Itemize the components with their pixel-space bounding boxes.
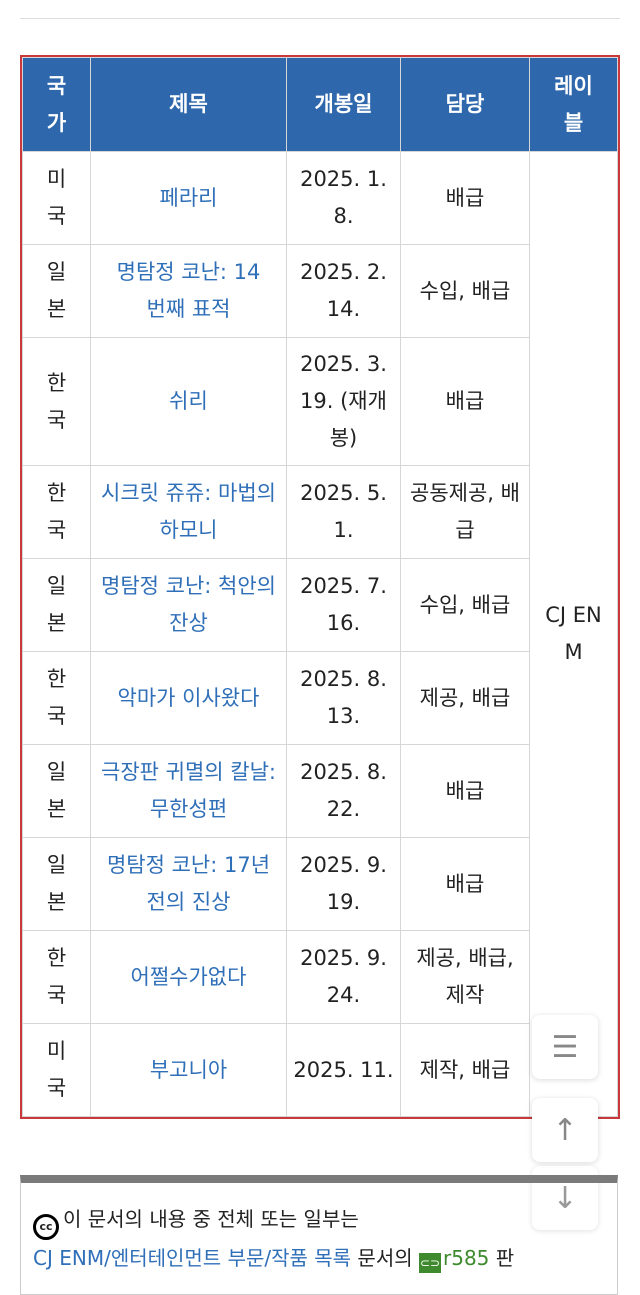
source-document-link[interactable]: CJ ENM/엔터테인먼트 부문/작품 목록 — [33, 1246, 352, 1270]
header-role: 담당 — [400, 57, 530, 152]
title-link[interactable]: 명탐정 코난: 14 번째 표적 — [116, 260, 261, 321]
scroll-up-button[interactable]: ↑ — [532, 1098, 598, 1162]
title-cell: 명탐정 코난: 척안의 잔상 — [90, 558, 287, 652]
title-link[interactable]: 시크릿 쥬쥬: 마법의 하모니 — [101, 481, 276, 542]
header-country: 국가 — [22, 57, 91, 152]
country-cell: 한국 — [22, 651, 91, 745]
date-cell: 2025. 5. 1. — [286, 465, 401, 559]
title-link[interactable]: 부고니아 — [149, 1057, 228, 1082]
title-cell: 시크릿 쥬쥬: 마법의 하모니 — [90, 465, 287, 559]
role-cell: 배급 — [400, 337, 530, 466]
role-cell: 배급 — [400, 151, 530, 245]
date-cell: 2025. 8. 13. — [286, 651, 401, 745]
header-date: 개봉일 — [286, 57, 401, 152]
title-link[interactable]: 쉬리 — [169, 389, 208, 413]
toc-button[interactable]: ☰ — [532, 1015, 598, 1079]
date-cell: 2025. 9. 19. — [286, 837, 401, 931]
table-row: 일본 명탐정 코난: 14 번째 표적 2025. 2. 14. 수입, 배급 — [22, 244, 618, 338]
arrow-down-icon: ↓ — [552, 1180, 578, 1216]
table-row: 일본 명탐정 코난: 척안의 잔상 2025. 7. 16. 수입, 배급 — [22, 558, 618, 652]
title-cell: 극장판 귀멸의 칼날: 무한성편 — [90, 744, 287, 838]
arrow-up-icon: ↑ — [552, 1112, 578, 1148]
role-cell: 제작, 배급 — [400, 1023, 530, 1117]
country-cell: 한국 — [22, 930, 91, 1024]
country-cell: 한국 — [22, 337, 91, 466]
title-cell: 어쩔수가없다 — [90, 930, 287, 1024]
role-cell: 공동제공, 배급 — [400, 465, 530, 559]
date-cell: 2025. 8. 22. — [286, 744, 401, 838]
title-link[interactable]: 어쩔수가없다 — [130, 964, 247, 989]
title-cell: 명탐정 코난: 14 번째 표적 — [90, 244, 287, 338]
license-notice: cc 이 문서의 내용 중 전체 또는 일부는 CJ ENM/엔터테인먼트 부문/… — [20, 1175, 618, 1295]
divider — [20, 18, 620, 19]
date-cell: 2025. 2. 14. — [286, 244, 401, 338]
table-row: 미국 페라리 2025. 1. 8. 배급 CJ ENM — [22, 151, 618, 1117]
country-cell: 일본 — [22, 744, 91, 838]
list-icon: ☰ — [551, 1029, 579, 1065]
role-cell: 배급 — [400, 837, 530, 931]
table-row: 한국 악마가 이사왔다 2025. 8. 13. 제공, 배급 — [22, 651, 618, 745]
table-header: 국가 제목 개봉일 담당 레이블 — [22, 57, 618, 152]
table-row: 일본 명탐정 코난: 17년 전의 진상 2025. 9. 19. 배급 — [22, 837, 618, 931]
cc-icon: cc — [33, 1214, 59, 1240]
date-cell: 2025. 3. 19. (재개봉) — [286, 337, 401, 466]
date-cell: 2025. 7. 16. — [286, 558, 401, 652]
date-cell: 2025. 9. 24. — [286, 930, 401, 1024]
table-row: 한국 시크릿 쥬쥬: 마법의 하모니 2025. 5. 1. 공동제공, 배급 — [22, 465, 618, 559]
role-cell: 제공, 배급, 제작 — [400, 930, 530, 1024]
country-cell: 한국 — [22, 465, 91, 559]
table-row: 한국 쉬리 2025. 3. 19. (재개봉) 배급 — [22, 337, 618, 466]
role-cell: 배급 — [400, 744, 530, 838]
label-cell: CJ ENM — [529, 151, 618, 1117]
country-cell: 일본 — [22, 244, 91, 338]
title-cell: 페라리 — [90, 151, 287, 245]
header-label: 레이블 — [529, 57, 618, 152]
link-icon: ⊂⊃ — [419, 1253, 441, 1273]
title-cell: 악마가 이사왔다 — [90, 651, 287, 745]
license-text-mid: 문서의 — [351, 1246, 419, 1270]
header-title: 제목 — [90, 57, 287, 152]
table-row: 미국 부고니아 2025. 11. 제작, 배급 — [22, 1023, 618, 1117]
title-link[interactable]: 악마가 이사왔다 — [117, 685, 260, 710]
title-link[interactable]: 명탐정 코난: 17년 전의 진상 — [106, 853, 271, 914]
role-cell: 수입, 배급 — [400, 244, 530, 338]
title-cell: 부고니아 — [90, 1023, 287, 1117]
revision-link[interactable]: r585 — [443, 1246, 490, 1270]
title-link[interactable]: 페라리 — [159, 185, 218, 210]
works-table: 국가 제목 개봉일 담당 레이블 미국 페라리 2025. 1. 8. 배급 CJ EN… — [20, 55, 620, 1119]
country-cell: 미국 — [22, 1023, 91, 1117]
role-cell: 수입, 배급 — [400, 558, 530, 652]
country-cell: 일본 — [22, 558, 91, 652]
title-cell: 명탐정 코난: 17년 전의 진상 — [90, 837, 287, 931]
role-cell: 제공, 배급 — [400, 651, 530, 745]
date-cell: 2025. 1. 8. — [286, 151, 401, 245]
table-row: 한국 어쩔수가없다 2025. 9. 24. 제공, 배급, 제작 — [22, 930, 618, 1024]
title-cell: 쉬리 — [90, 337, 287, 466]
title-link[interactable]: 명탐정 코난: 척안의 잔상 — [101, 574, 276, 635]
license-text-tail: 판 — [489, 1246, 515, 1270]
title-link[interactable]: 극장판 귀멸의 칼날: 무한성편 — [101, 760, 276, 821]
country-cell: 미국 — [22, 151, 91, 245]
country-cell: 일본 — [22, 837, 91, 931]
table-row: 일본 극장판 귀멸의 칼날: 무한성편 2025. 8. 22. 배급 — [22, 744, 618, 838]
date-cell: 2025. 11. — [286, 1023, 401, 1117]
license-text: 이 문서의 내용 중 전체 또는 일부는 — [63, 1207, 359, 1231]
